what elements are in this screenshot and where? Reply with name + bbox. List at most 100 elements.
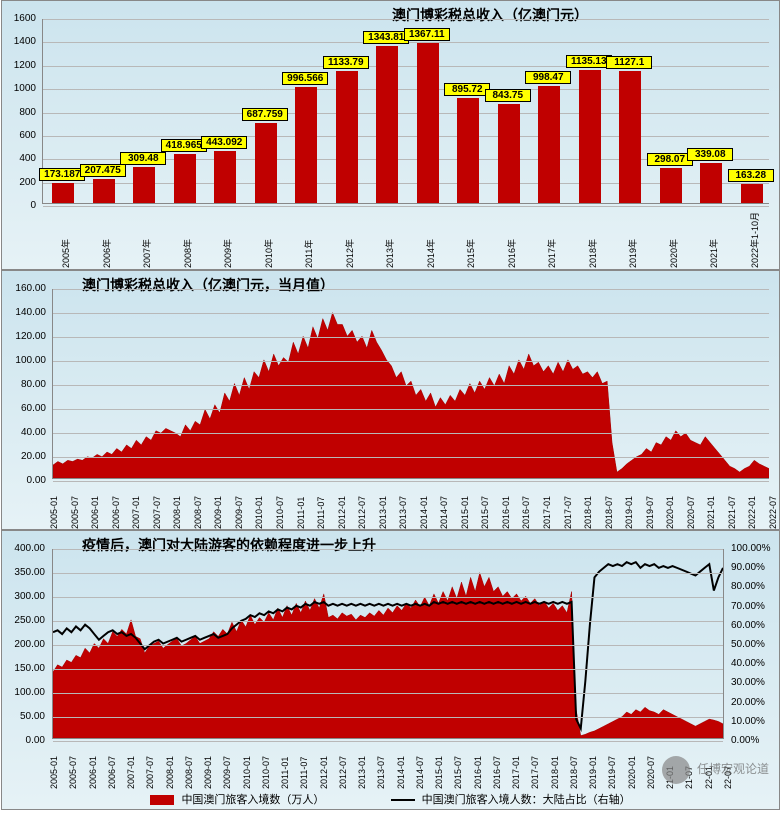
xtick-label: 2010年	[262, 239, 275, 268]
chart-3-svg	[53, 549, 723, 738]
xtick-label: 2020-07	[686, 496, 696, 529]
gridline	[43, 136, 769, 137]
xtick-label: 2019年	[626, 239, 639, 268]
bar-label: 996.566	[282, 72, 328, 85]
xtick-label: 2018-07	[604, 496, 614, 529]
ytick-label: 800	[2, 107, 36, 118]
ytick-label: 100.00	[4, 355, 46, 366]
ytick-left-label: 50.00	[3, 711, 45, 722]
ytick-label: 160.00	[4, 283, 46, 294]
xtick-label: 2007-01	[126, 756, 136, 789]
ytick-right-label: 0.00%	[731, 735, 779, 746]
chart-1-panel: 澳门博彩税总收入（亿澳门元） 0200400600800100012001400…	[1, 0, 780, 270]
xtick-label: 2019-01	[588, 756, 598, 789]
xtick-label: 2017-07	[530, 756, 540, 789]
xtick-label: 2022-01	[747, 496, 757, 529]
xtick-label: 2006年	[100, 239, 113, 268]
xtick-label: 2005-01	[49, 756, 59, 789]
ytick-label: 600	[2, 130, 36, 141]
xtick-label: 2009-01	[203, 756, 213, 789]
xtick-label: 2016年	[505, 239, 518, 268]
xtick-label: 2008-01	[172, 496, 182, 529]
chart-2-panel: 澳门博彩税总收入（亿澳门元，当月值） 0.0020.0040.0060.0080…	[1, 270, 780, 530]
xtick-label: 2005-07	[70, 496, 80, 529]
ytick-right-label: 70.00%	[731, 601, 779, 612]
xtick-label: 2016-07	[521, 496, 531, 529]
gridline	[53, 741, 723, 742]
xtick-label: 2020-07	[646, 756, 656, 789]
xtick-label: 2014-07	[415, 756, 425, 789]
gridline	[43, 19, 769, 20]
ytick-left-label: 300.00	[3, 591, 45, 602]
ytick-left-label: 400.00	[3, 543, 45, 554]
bar	[133, 167, 155, 203]
xtick-label: 2020年	[667, 239, 680, 268]
gridline	[43, 66, 769, 67]
xtick-label: 2014年	[424, 239, 437, 268]
chart-2-svg	[53, 289, 769, 478]
bar	[336, 71, 358, 204]
xtick-label: 2006-01	[90, 496, 100, 529]
xtick-label: 2018年	[586, 239, 599, 268]
xtick-label: 2009-07	[222, 756, 232, 789]
bar-label: 687.759	[242, 108, 288, 121]
ytick-right-label: 90.00%	[731, 562, 779, 573]
bar	[295, 87, 317, 203]
xtick-label: 2011-07	[299, 757, 309, 789]
xtick-label: 2012-07	[357, 496, 367, 529]
bar-label: 173.187	[39, 168, 85, 181]
bar	[660, 168, 682, 203]
xtick-label: 2012年	[343, 239, 356, 268]
bar	[700, 163, 722, 203]
gridline	[53, 717, 723, 718]
xtick-label: 2018-07	[569, 756, 579, 789]
gridline	[53, 433, 769, 434]
xtick-label: 2020-01	[627, 756, 637, 789]
xtick-label: 2011-01	[280, 757, 290, 789]
xtick-label: 2008-01	[165, 756, 175, 789]
xtick-label: 2012-07	[338, 756, 348, 789]
gridline	[43, 89, 769, 90]
xtick-label: 2021年	[707, 239, 720, 268]
bar-label: 895.72	[444, 83, 490, 96]
xtick-label: 2019-07	[645, 496, 655, 529]
xtick-label: 2013-07	[398, 496, 408, 529]
xtick-label: 2006-07	[111, 496, 121, 529]
xtick-label: 2017-01	[511, 756, 521, 789]
gridline	[53, 289, 769, 290]
bar-label: 1133.79	[323, 56, 369, 69]
xtick-label: 2021-07	[727, 496, 737, 529]
bar-label: 309.48	[120, 152, 166, 165]
bar	[741, 184, 763, 203]
ytick-label: 60.00	[4, 403, 46, 414]
xtick-label: 2019-01	[624, 496, 634, 529]
bar-label: 418.965	[161, 139, 207, 152]
xtick-label: 2007-01	[131, 496, 141, 529]
ytick-left-label: 250.00	[3, 615, 45, 626]
xtick-label: 2020-01	[665, 496, 675, 529]
xtick-label: 2022年1-10月	[748, 212, 761, 268]
gridline	[53, 621, 723, 622]
ytick-right-label: 20.00%	[731, 697, 779, 708]
ytick-label: 20.00	[4, 451, 46, 462]
ytick-right-label: 100.00%	[731, 543, 779, 554]
xtick-label: 2014-01	[419, 496, 429, 529]
ytick-left-label: 0.00	[3, 735, 45, 746]
bar-label: 298.07	[647, 153, 693, 166]
watermark: 任博宏观论道	[662, 756, 769, 784]
xtick-label: 2014-01	[396, 756, 406, 789]
xtick-label: 2011-01	[296, 497, 306, 529]
ytick-label: 80.00	[4, 379, 46, 390]
xtick-label: 2010-01	[242, 756, 252, 789]
gridline	[53, 457, 769, 458]
xtick-label: 2014-07	[439, 496, 449, 529]
ytick-label: 1400	[2, 36, 36, 47]
ytick-label: 40.00	[4, 427, 46, 438]
xtick-label: 2009-01	[213, 496, 223, 529]
xtick-label: 2005-01	[49, 496, 59, 529]
xtick-label: 2010-07	[275, 496, 285, 529]
bar-label: 1367.11	[404, 28, 450, 41]
xtick-label: 2015-01	[460, 496, 470, 529]
xtick-label: 2018-01	[583, 496, 593, 529]
legend-area-swatch	[150, 795, 174, 805]
